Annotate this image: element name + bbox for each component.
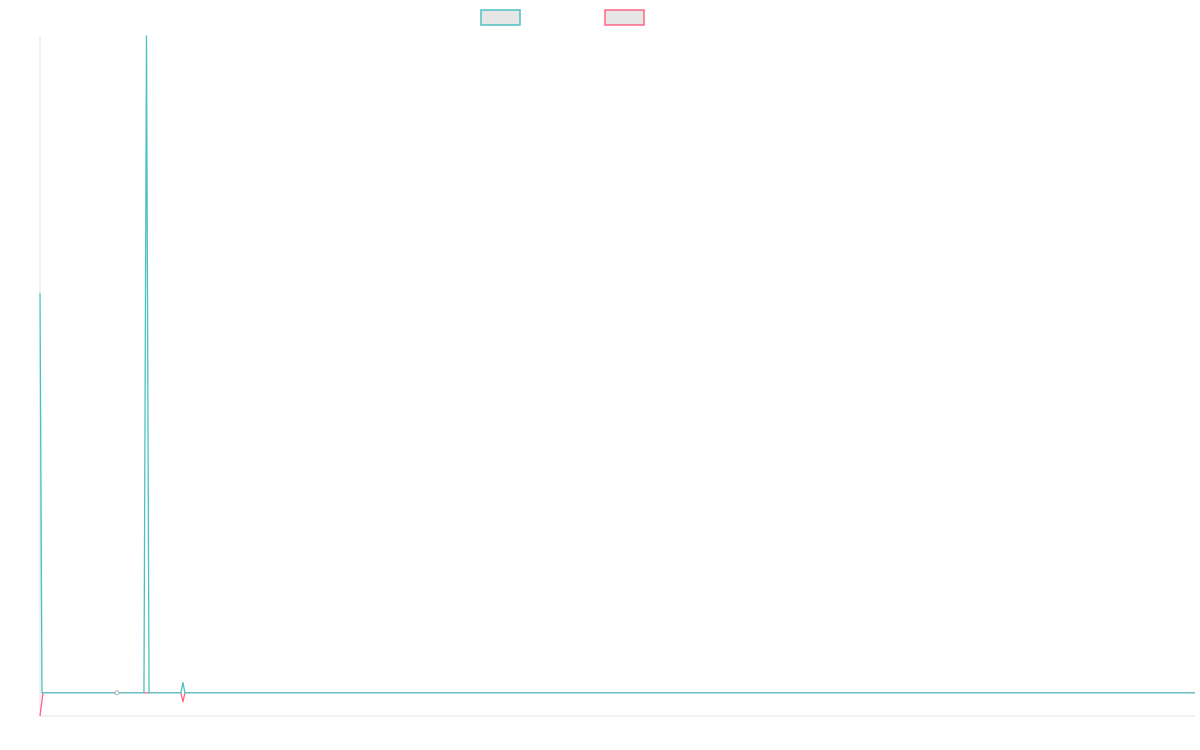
- series-line-2: [39, 692, 1195, 717]
- legend-swatch-1: [480, 9, 521, 26]
- series-line-1: [39, 35, 1195, 694]
- data-point-marker: [114, 690, 120, 696]
- legend-swatch-2: [604, 9, 645, 26]
